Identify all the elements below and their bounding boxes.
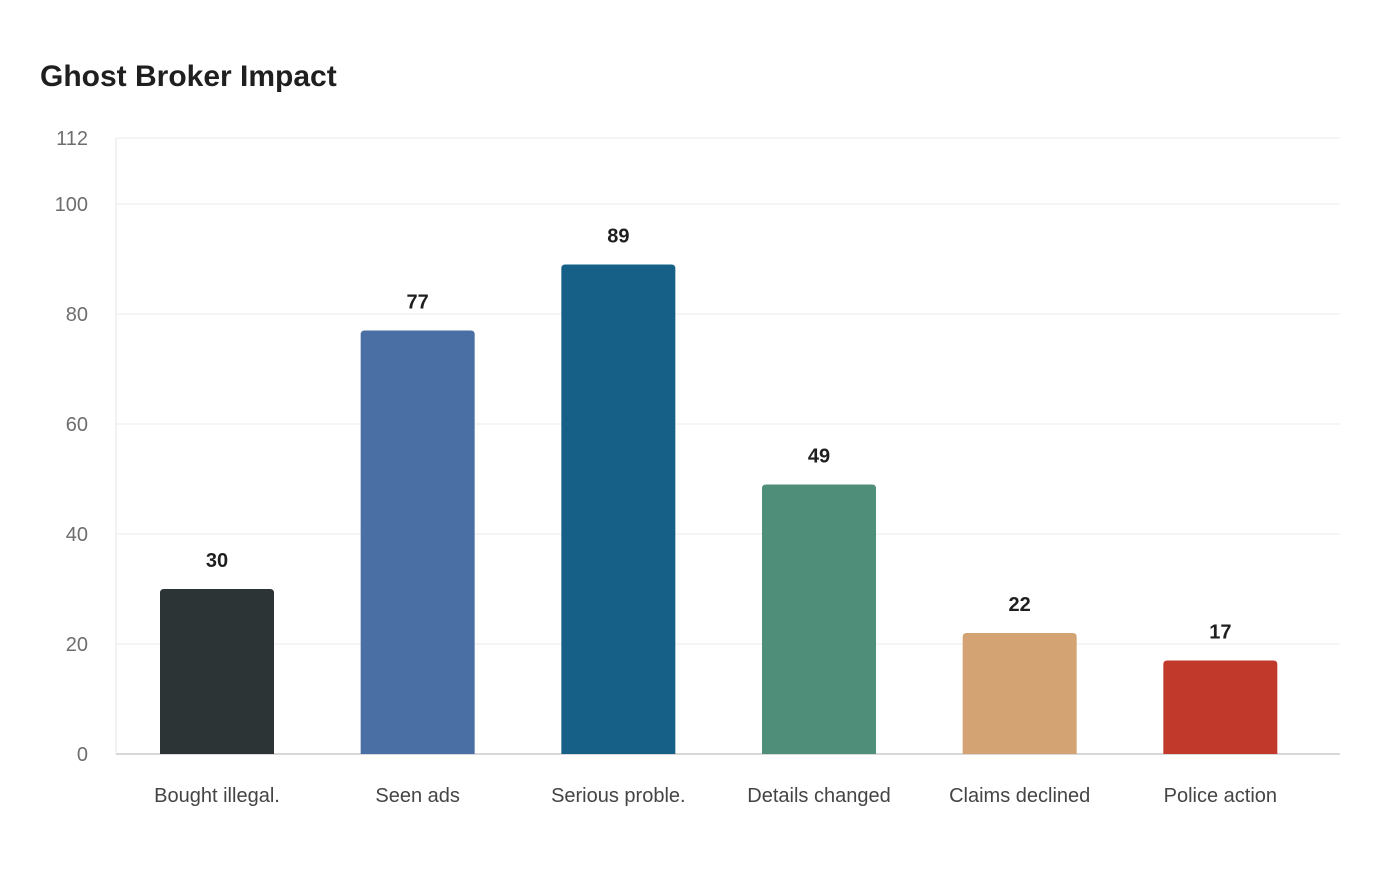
y-tick-label: 100 xyxy=(55,194,88,216)
category-label: Seen ads xyxy=(375,785,460,807)
y-tick-label: 112 xyxy=(56,128,88,150)
category-labels: Bought illegal. Seen ads Serious proble. De… xyxy=(154,785,1277,807)
category-label: Police action xyxy=(1164,785,1277,807)
data-label: 17 xyxy=(1209,622,1231,644)
y-tick-label: 60 xyxy=(66,414,88,436)
y-tick-label: 20 xyxy=(66,634,88,656)
category-label: Details changed xyxy=(747,785,890,807)
bar-1 xyxy=(360,330,475,754)
data-label: 49 xyxy=(808,446,830,468)
y-tick-label: 80 xyxy=(66,304,88,326)
data-label: 77 xyxy=(407,292,429,314)
y-tick-label: 40 xyxy=(66,524,88,546)
bar-0 xyxy=(160,589,274,754)
data-labels: 30 77 89 49 22 17 xyxy=(206,226,1232,644)
data-label: 30 xyxy=(206,550,228,572)
data-label: 89 xyxy=(607,226,629,248)
chart-title: Ghost Broker Impact xyxy=(40,60,337,93)
y-axis-ticks: 0 20 40 60 80 100 112 xyxy=(55,128,88,766)
category-label: Serious proble. xyxy=(551,785,686,807)
category-label: Bought illegal. xyxy=(154,785,280,807)
bars xyxy=(160,264,1278,754)
bar-2 xyxy=(561,264,676,754)
bar-3 xyxy=(762,484,876,754)
bar-4 xyxy=(962,633,1077,754)
category-label: Claims declined xyxy=(949,785,1090,807)
y-tick-label: 0 xyxy=(77,744,88,766)
bar-5 xyxy=(1163,660,1278,754)
data-label: 22 xyxy=(1009,594,1031,616)
gridlines xyxy=(116,137,1340,645)
